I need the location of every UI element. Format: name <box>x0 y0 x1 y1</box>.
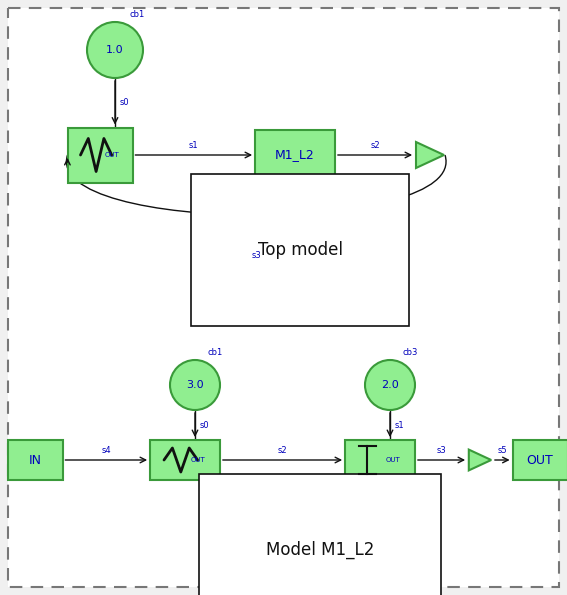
Text: IN: IN <box>28 453 41 466</box>
Text: OUT: OUT <box>190 457 205 463</box>
Bar <box>67 127 133 183</box>
Text: s2: s2 <box>370 141 380 150</box>
Polygon shape <box>416 142 444 168</box>
Text: OUT: OUT <box>104 152 119 158</box>
Text: s2: s2 <box>278 446 287 455</box>
FancyBboxPatch shape <box>8 8 559 587</box>
Circle shape <box>87 22 143 78</box>
Text: s3: s3 <box>437 446 446 455</box>
Text: Model M1_L2: Model M1_L2 <box>266 541 374 559</box>
Text: Top model: Top model <box>257 241 342 259</box>
Text: OUT: OUT <box>385 457 400 463</box>
Bar <box>7 440 62 480</box>
Text: OUT: OUT <box>527 453 553 466</box>
Text: cb1: cb1 <box>208 348 223 357</box>
Text: cb1: cb1 <box>129 10 144 19</box>
Text: s1: s1 <box>189 141 198 150</box>
Text: 3.0: 3.0 <box>186 380 204 390</box>
Polygon shape <box>469 450 491 471</box>
Text: s3: s3 <box>251 250 261 259</box>
Text: 1.0: 1.0 <box>106 45 124 55</box>
Text: 2.0: 2.0 <box>381 380 399 390</box>
Bar <box>513 440 567 480</box>
Text: s5: s5 <box>497 446 507 455</box>
Text: s4: s4 <box>101 446 111 455</box>
Bar <box>345 440 415 480</box>
Text: s1: s1 <box>395 421 405 430</box>
Bar <box>255 130 335 180</box>
Text: cb3: cb3 <box>403 348 418 357</box>
Text: s0: s0 <box>200 421 210 430</box>
Circle shape <box>170 360 220 410</box>
Circle shape <box>365 360 415 410</box>
Text: s0: s0 <box>120 98 130 107</box>
Text: M1_L2: M1_L2 <box>275 149 315 161</box>
Bar <box>150 440 220 480</box>
